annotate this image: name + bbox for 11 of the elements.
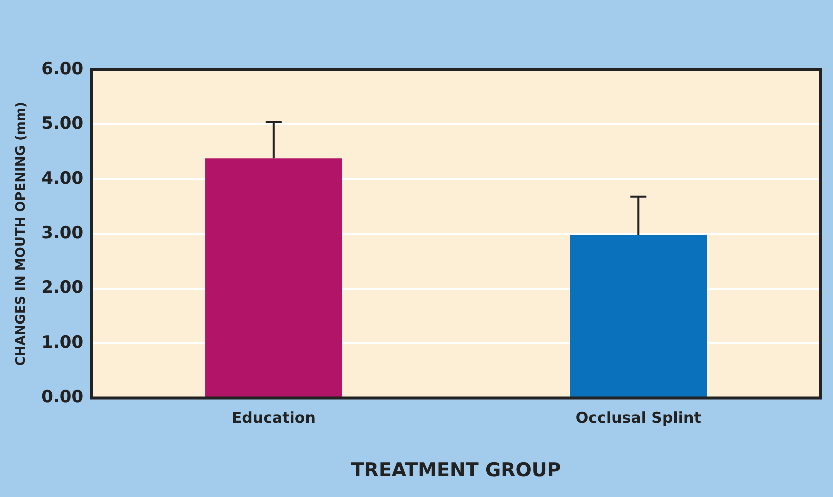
y-tick-label: 4.00: [42, 168, 84, 189]
y-tick-label: 0.00: [42, 388, 84, 408]
y-tick-label: 6.00: [42, 59, 84, 80]
y-tick-label: 1.00: [42, 332, 84, 353]
y-tick-label: 3.00: [42, 224, 84, 244]
x-axis-title: TREATMENT GROUP: [351, 460, 562, 482]
y-tick-label: 5.00: [42, 114, 84, 134]
x-tick-label: Education: [232, 409, 316, 428]
x-tick-label: Occlusal Splint: [576, 409, 702, 428]
y-tick-label: 2.00: [42, 278, 84, 298]
y-axis-title: CHANGES IN MOUTH OPENING (mm): [14, 102, 30, 366]
